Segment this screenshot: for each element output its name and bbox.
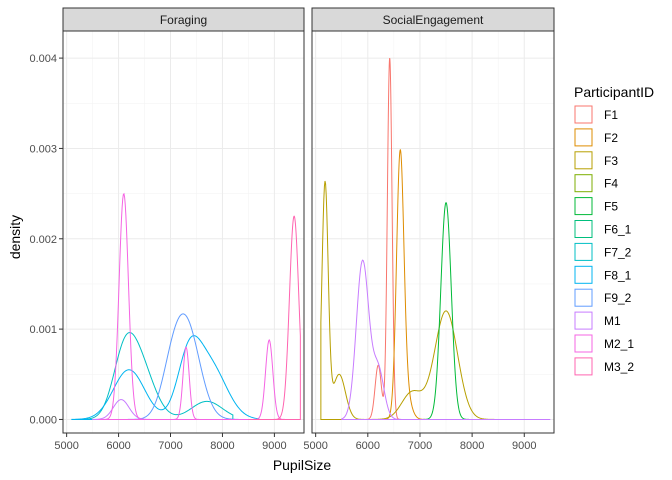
legend-key bbox=[574, 265, 593, 284]
legend: ParticipantID F1 F2 F3 F4 F5 F6_1 F7_2 F8_1 F9_2… bbox=[574, 84, 654, 376]
facet-strip-label: Foraging bbox=[160, 13, 207, 27]
x-tick-label: 8000 bbox=[210, 440, 234, 452]
x-tick-label: 6000 bbox=[356, 440, 380, 452]
legend-item-m2_1: M2_1 bbox=[574, 334, 634, 353]
density-curve-m1 bbox=[92, 399, 151, 420]
legend-item-f1: F1 bbox=[574, 105, 618, 124]
legend-item-f5: F5 bbox=[574, 197, 618, 216]
legend-item-f4: F4 bbox=[574, 174, 618, 193]
legend-key bbox=[574, 288, 593, 307]
legend-label: F7_2 bbox=[604, 245, 632, 259]
facet-panel-foraging: Foraging bbox=[62, 7, 305, 434]
legend-key bbox=[574, 128, 593, 147]
legend-label: F5 bbox=[604, 200, 618, 214]
legend-title: ParticipantID bbox=[574, 84, 654, 100]
legend-item-f6_1: F6_1 bbox=[574, 220, 632, 238]
x-tick-label: 9000 bbox=[262, 440, 286, 452]
x-axis: 5000 6000 7000 8000 9000 5000 6000 7000 8000 9000 bbox=[54, 433, 537, 452]
density-curve-f8_1 bbox=[71, 335, 260, 420]
x-tick-label: 7000 bbox=[158, 440, 182, 452]
legend-item-f3: F3 bbox=[574, 151, 618, 170]
y-axis: 0.000 0.001 0.002 0.003 0.004 bbox=[29, 53, 63, 426]
x-tick-label: 6000 bbox=[106, 440, 130, 452]
x-tick-label: 8000 bbox=[460, 440, 484, 452]
legend-item-f8_1: F8_1 bbox=[574, 265, 632, 284]
legend-item-f2: F2 bbox=[574, 128, 618, 147]
x-tick-label: 9000 bbox=[512, 440, 536, 452]
legend-key bbox=[574, 220, 593, 238]
legend-label: F4 bbox=[604, 177, 618, 191]
legend-key bbox=[574, 197, 593, 216]
y-tick-label: 0.001 bbox=[29, 324, 57, 336]
legend-key bbox=[574, 311, 593, 330]
x-tick-label: 5000 bbox=[54, 440, 78, 452]
y-tick-label: 0.003 bbox=[29, 143, 57, 155]
legend-label: M2_1 bbox=[604, 337, 634, 351]
facet-panel-socialengagement: SocialEngagement bbox=[311, 7, 555, 434]
density-curve-f3 bbox=[320, 180, 499, 420]
facet-strip-label: SocialEngagement bbox=[383, 13, 484, 27]
legend-label: F2 bbox=[604, 131, 618, 145]
legend-item-m3_2: M3_2 bbox=[574, 357, 634, 376]
panel-background bbox=[312, 31, 554, 433]
legend-label: F8_1 bbox=[604, 268, 632, 282]
legend-label: F6_1 bbox=[604, 223, 632, 237]
y-tick-label: 0.000 bbox=[29, 414, 57, 426]
legend-label: M1 bbox=[604, 314, 621, 328]
legend-item-f7_2: F7_2 bbox=[574, 242, 632, 261]
x-tick-label: 7000 bbox=[408, 440, 432, 452]
density-curve-m3_2 bbox=[248, 215, 301, 420]
legend-label: F1 bbox=[604, 108, 618, 122]
legend-label: F3 bbox=[604, 154, 618, 168]
legend-item-m1: M1 bbox=[574, 311, 621, 330]
legend-key bbox=[574, 174, 593, 193]
x-axis-title: PupilSize bbox=[273, 457, 332, 473]
y-axis-title: density bbox=[7, 215, 23, 259]
legend-key bbox=[574, 151, 593, 170]
y-tick-label: 0.002 bbox=[29, 234, 57, 246]
legend-key bbox=[574, 242, 593, 261]
density-curve-m1 bbox=[341, 259, 551, 420]
legend-item-f9_2: F9_2 bbox=[574, 288, 632, 307]
facet-strip bbox=[62, 7, 305, 32]
facet-panels: Foraging SocialEngagement bbox=[62, 7, 555, 434]
legend-key bbox=[574, 357, 593, 376]
density-curve-f7_2 bbox=[71, 332, 234, 420]
y-tick-label: 0.004 bbox=[29, 53, 57, 65]
legend-key bbox=[574, 105, 593, 124]
legend-label: M3_2 bbox=[604, 360, 634, 374]
legend-label: F9_2 bbox=[604, 291, 632, 305]
facet-strip bbox=[311, 7, 555, 32]
legend-key bbox=[574, 334, 593, 353]
x-tick-label: 5000 bbox=[303, 440, 327, 452]
